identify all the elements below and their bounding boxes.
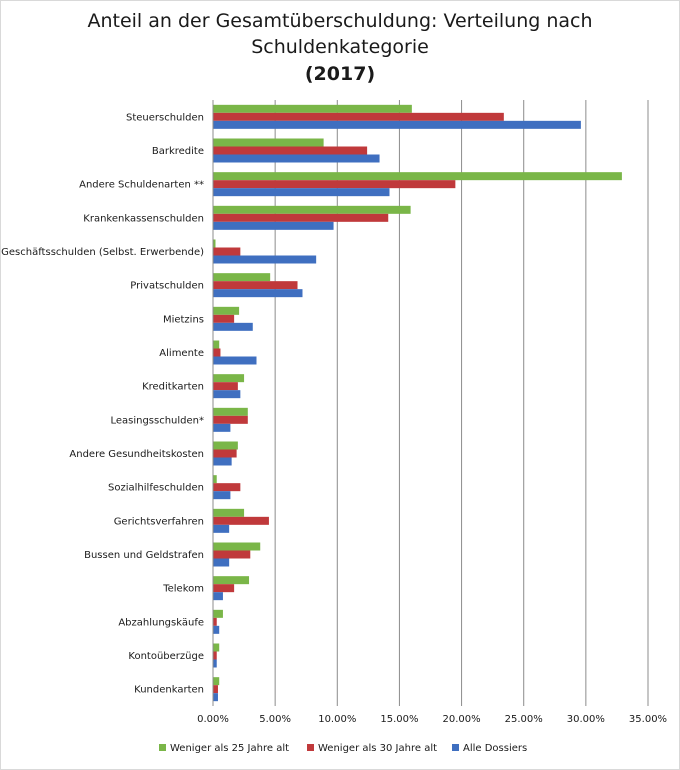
x-tick-label: 20.00% (443, 714, 481, 725)
bar (213, 407, 248, 416)
bar (213, 390, 241, 399)
bar (213, 677, 220, 686)
bar (213, 188, 390, 197)
category-label: Steuerschulden (126, 112, 204, 123)
bar (213, 382, 238, 391)
category-label: Mietzins (163, 314, 204, 325)
bar (213, 415, 248, 424)
bar (213, 491, 231, 500)
bar (213, 112, 504, 121)
bar (213, 239, 216, 248)
category-labels: Steuerschulden Barkredite Andere Schuldena… (1, 112, 204, 695)
chart-title-year: (2017) (305, 63, 375, 85)
bar (213, 146, 368, 155)
category-label: Gerichtsverfahren (114, 516, 204, 527)
category-label: Andere Schuldenarten ** (79, 180, 204, 191)
category-label: Alimente (159, 348, 204, 359)
bar (213, 314, 235, 323)
category-label: Privatschulden (130, 281, 204, 292)
bar (213, 475, 217, 484)
bar (213, 584, 235, 593)
bar (213, 524, 230, 533)
bar (213, 592, 223, 601)
category-label: Kreditkarten (142, 382, 204, 393)
bar (213, 441, 238, 450)
bar (213, 625, 220, 634)
bar (213, 289, 303, 298)
legend-swatch (159, 744, 166, 751)
bar (213, 609, 223, 618)
bar (213, 449, 237, 458)
bar (213, 516, 269, 525)
bar (213, 348, 221, 357)
gridlines (274, 100, 649, 706)
category-label: Geschäftsschulden (Selbst. Erwerbende) (1, 247, 204, 258)
bar (213, 180, 456, 189)
bar (213, 138, 324, 147)
bar (213, 120, 581, 129)
bar (213, 104, 412, 113)
bar (213, 255, 317, 264)
bar (213, 154, 380, 163)
bars (213, 104, 622, 702)
bar (213, 576, 250, 585)
category-label: Bussen und Geldstrafen (84, 550, 204, 561)
bar (213, 221, 334, 230)
bar (213, 693, 218, 702)
category-label: Kundenkarten (134, 685, 204, 696)
bar (213, 374, 245, 383)
category-label: Barkredite (152, 146, 204, 157)
legend: Weniger als 25 Jahre alt Weniger als 30 J… (159, 743, 527, 754)
bar (213, 508, 245, 517)
x-tick-label: 0.00% (197, 714, 229, 725)
x-tick-label: 15.00% (380, 714, 418, 725)
chart-title-line-2: Schuldenkategorie (251, 36, 429, 58)
x-tick-label: 30.00% (567, 714, 605, 725)
category-label: Andere Gesundheitskosten (69, 449, 204, 460)
category-label: Leasingsschulden* (110, 415, 204, 426)
bar (213, 356, 257, 365)
x-tick-labels: 0.00% 5.00% 10.00% 15.00% 20.00% 25.00% 30.00%… (197, 714, 667, 725)
legend-swatch (307, 744, 314, 751)
bar (213, 617, 217, 626)
bar (213, 306, 240, 315)
category-label: Krankenkassenschulden (83, 213, 204, 224)
legend-label: Weniger als 30 Jahre alt (318, 743, 437, 754)
bar (213, 423, 231, 432)
x-tick-label: 25.00% (505, 714, 543, 725)
chart-title-line-1: Anteil an der Gesamtüberschuldung: Verte… (87, 10, 592, 32)
x-tick-label: 10.00% (318, 714, 356, 725)
bar (213, 651, 217, 660)
bar (213, 281, 298, 290)
bar (213, 205, 411, 214)
bar (213, 172, 622, 181)
bar (213, 550, 251, 559)
bar (213, 542, 261, 551)
bar (213, 273, 271, 282)
bar (213, 247, 241, 256)
x-tick-label: 5.00% (259, 714, 291, 725)
bar (213, 483, 241, 492)
legend-swatch (452, 744, 459, 751)
bar (213, 457, 232, 466)
bar (213, 322, 253, 331)
category-label: Abzahlungskäufe (118, 617, 204, 628)
x-tick-label: 35.00% (629, 714, 667, 725)
bar (213, 213, 389, 222)
category-label: Telekom (162, 584, 204, 595)
category-label: Kontoüberzüge (128, 651, 204, 662)
legend-label: Alle Dossiers (463, 743, 527, 754)
bar (213, 643, 220, 652)
legend-label: Weniger als 25 Jahre alt (170, 743, 289, 754)
bar (213, 685, 218, 694)
category-label: Sozialhilfeschulden (108, 483, 204, 494)
bar (213, 340, 220, 349)
bar (213, 558, 230, 567)
bar (213, 659, 217, 668)
